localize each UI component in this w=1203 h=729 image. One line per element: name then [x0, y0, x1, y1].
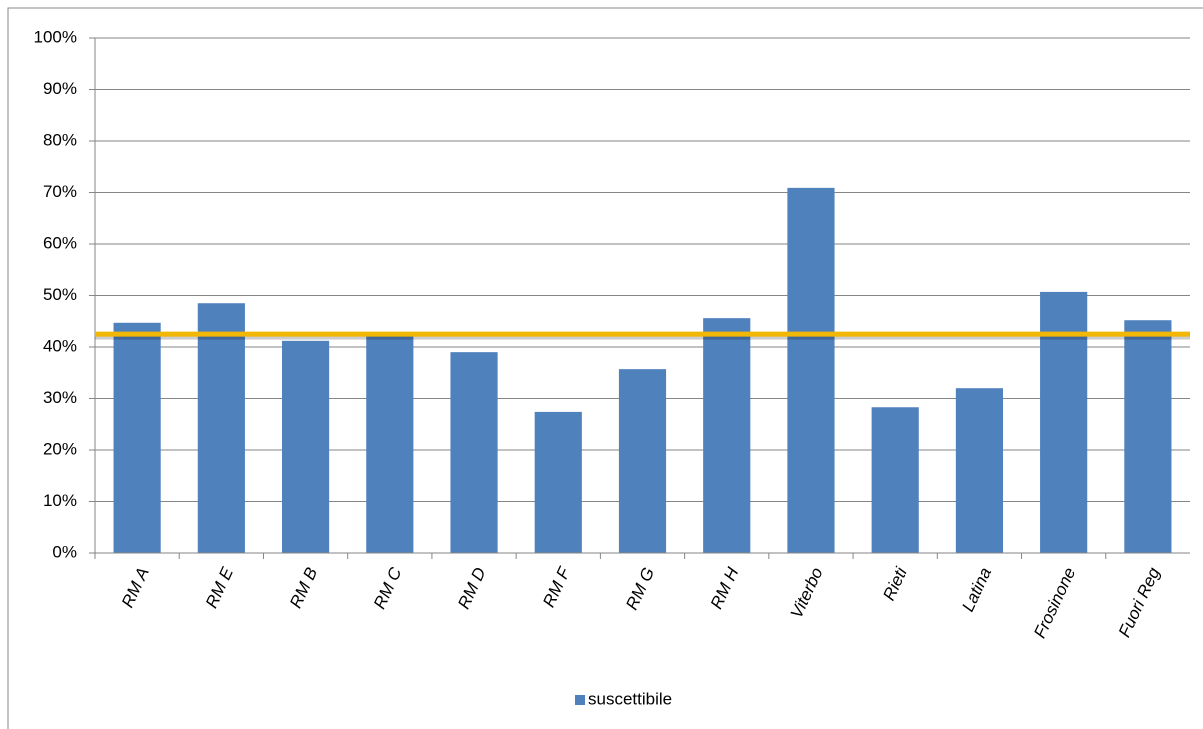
bar	[871, 407, 919, 553]
x-tick-label: Fuori Reg	[1115, 564, 1164, 640]
y-tick-label: 80%	[43, 130, 77, 149]
x-tick-label: RM C	[370, 564, 406, 612]
bar	[1124, 320, 1172, 553]
x-tick-label: RM B	[286, 565, 321, 612]
y-tick-label: 40%	[43, 336, 77, 355]
x-tick-label: RM H	[707, 564, 743, 612]
legend-swatch	[575, 695, 585, 705]
x-tick-label: RM D	[454, 565, 490, 612]
y-tick-label: 20%	[43, 439, 77, 458]
bar	[955, 388, 1004, 553]
x-tick-label: Latina	[958, 565, 995, 615]
x-tick-label: Frosinone	[1030, 565, 1079, 642]
x-tick-label: RM G	[622, 565, 658, 613]
bar	[450, 352, 498, 553]
x-tick-label: RM A	[118, 565, 153, 611]
y-tick-label: 70%	[43, 182, 77, 201]
bar	[366, 336, 414, 553]
y-tick-label: 30%	[43, 388, 77, 407]
chart-frame	[7, 7, 1203, 729]
y-tick-label: 90%	[43, 79, 77, 98]
x-tick-label: RM E	[202, 564, 237, 611]
y-tick-label: 60%	[43, 233, 77, 252]
bar	[787, 187, 835, 554]
bar	[281, 340, 330, 553]
x-tick-label: Rieti	[879, 563, 911, 603]
x-tick-label: Viterbo	[787, 565, 827, 622]
bar	[197, 303, 245, 553]
x-tick-label: RM F	[539, 563, 574, 610]
bar	[534, 411, 582, 553]
legend-label: suscettibile	[588, 689, 672, 708]
y-tick-label: 100%	[34, 27, 77, 46]
y-tick-label: 50%	[43, 285, 77, 304]
bar	[703, 318, 751, 553]
bar	[113, 322, 161, 553]
bar	[1040, 291, 1088, 553]
y-tick-label: 0%	[52, 542, 77, 561]
bar	[618, 369, 667, 553]
y-tick-label: 10%	[43, 491, 77, 510]
